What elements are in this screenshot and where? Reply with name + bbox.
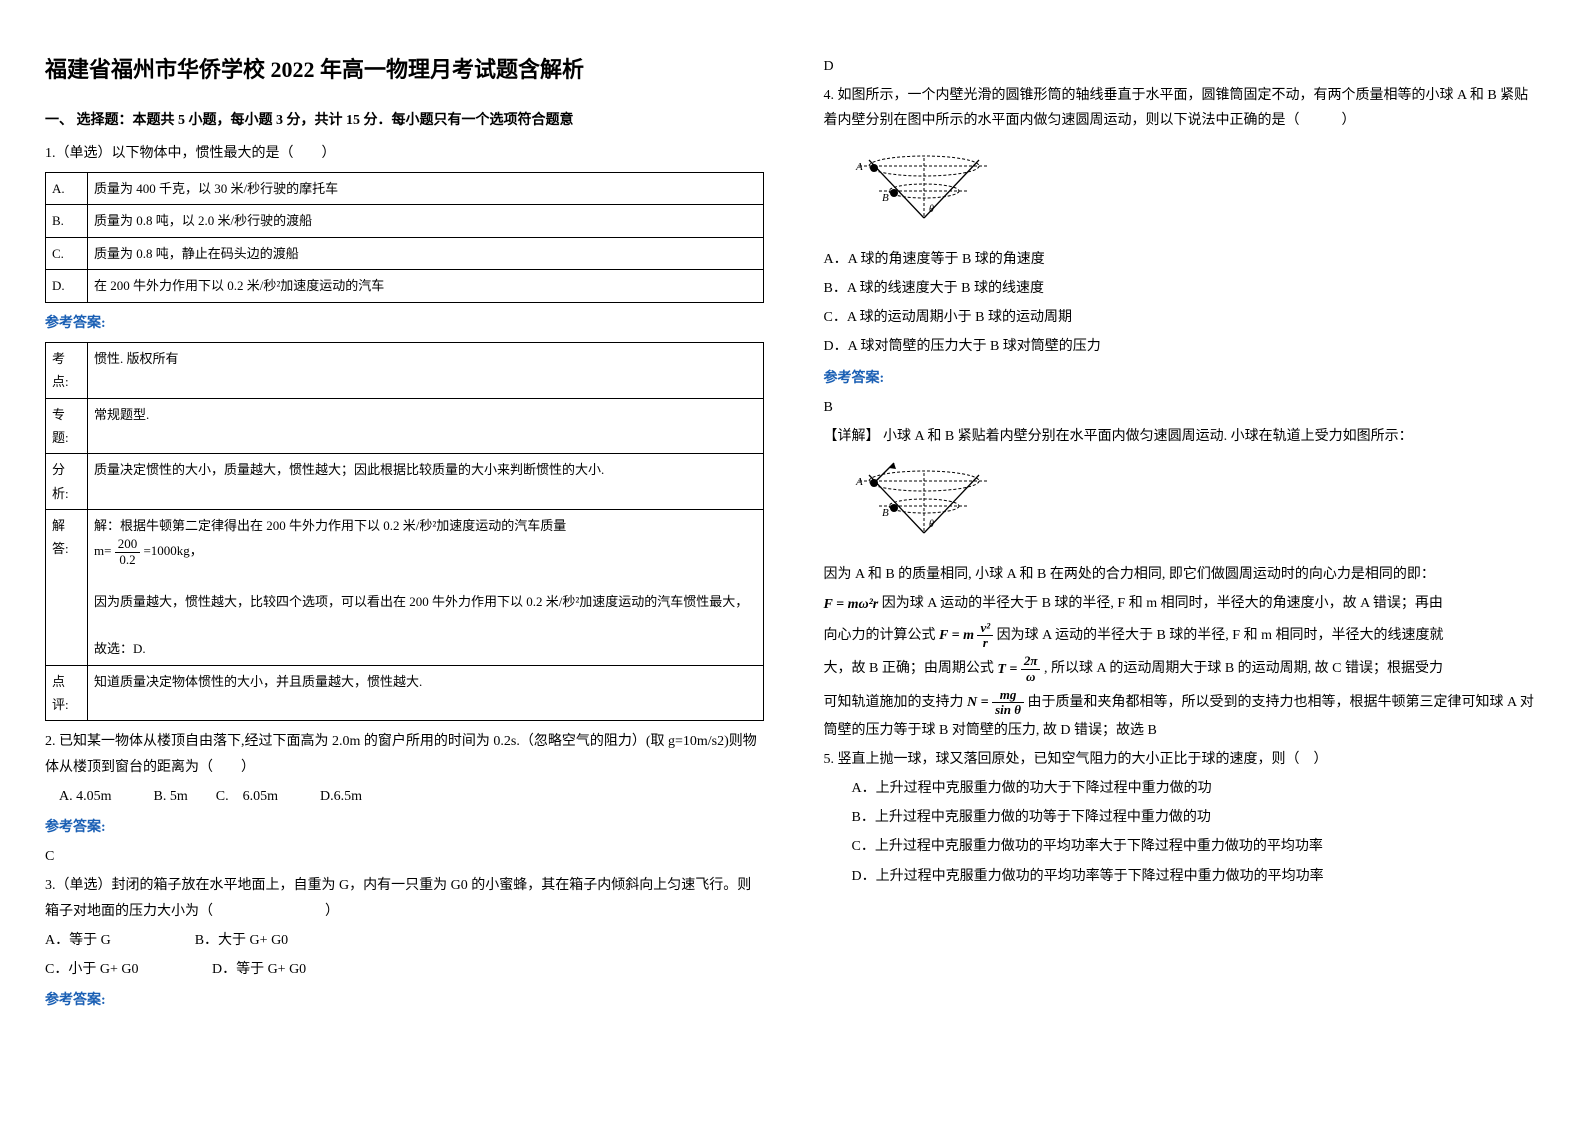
table-row: D. 在 200 牛外力作用下以 0.2 米/秒²加速度运动的汽车 — [46, 270, 764, 302]
q5-optC: C．上升过程中克服重力做功的平均功率大于下降过程中重力做功的平均功率 — [824, 834, 1543, 859]
q4-detail-l5: 大，故 B 正确；由周期公式 T = 2π ω , 所以球 A 的运动周期大于球… — [824, 654, 1543, 684]
q1-row-label: 点评: — [46, 665, 88, 721]
q1-optA-text: 质量为 400 千克，以 30 米/秒行驶的摩托车 — [88, 172, 764, 204]
theta-label: θ — [929, 204, 934, 215]
q3-optAB: A．等于 G B．大于 G+ G0 — [45, 928, 764, 953]
detail-l5-pre: 大，故 B 正确；由周期公式 — [824, 661, 998, 676]
q4-detail-l6: 可知轨道施加的支持力 N = mg sin θ 由于质量和夹角都相等，所以受到的… — [824, 688, 1543, 743]
q3-stem: 3.（单选）封闭的箱子放在水平地面上，自重为 G，内有一只重为 G0 的小蜜蜂，… — [45, 873, 764, 923]
fraction: 2π ω — [1021, 654, 1041, 684]
table-row: 考点: 惯性. 版权所有 — [46, 342, 764, 398]
q5-stem: 5. 竖直上抛一球，球又落回原处，已知空气阻力的大小正比于球的速度，则（ ） — [824, 747, 1543, 772]
q1-optD-label: D. — [46, 270, 88, 302]
frac-num: v² — [977, 621, 993, 636]
detail-l4-post: 因为球 A 运动的半径大于 B 球的半径, F 和 m 相同时，半径大的线速度就 — [997, 628, 1444, 643]
q1-row-label: 解答: — [46, 510, 88, 666]
q1-row-text: 知道质量决定物体惯性的大小，并且质量越大，惯性越大. — [88, 665, 764, 721]
q4-optB: B．A 球的线速度大于 B 球的线速度 — [824, 276, 1543, 301]
q4-optA: A．A 球的角速度等于 B 球的角速度 — [824, 247, 1543, 272]
section-1-header: 一、 选择题：本题共 5 小题，每小题 3 分，共计 15 分．每小题只有一个选… — [45, 108, 764, 133]
q1-stem: 1.（单选）以下物体中，惯性最大的是（ ） — [45, 141, 764, 166]
q1-row-text: 常规题型. — [88, 398, 764, 454]
formula-f-mw2r: F = mω²r — [824, 592, 879, 617]
table-row: 专题: 常规题型. — [46, 398, 764, 454]
left-column: 福建省福州市华侨学校 2022 年高一物理月考试题含解析 一、 选择题：本题共 … — [0, 0, 794, 1122]
A-label: A — [855, 161, 863, 173]
q3-optCD: C．小于 G+ G0 D．等于 G+ G0 — [45, 957, 764, 982]
detail-l4-pre: 向心力的计算公式 — [824, 628, 936, 643]
table-row: A. 质量为 400 千克，以 30 米/秒行驶的摩托车 — [46, 172, 764, 204]
detail-l6-pre: 可知轨道施加的支持力 — [824, 695, 968, 710]
theta-label-2: θ — [929, 519, 934, 530]
q1-solve-post: =1000kg， — [143, 543, 202, 558]
q1-row-text: 惯性. 版权所有 — [88, 342, 764, 398]
q1-row-text: 解：根据牛顿第二定律得出在 200 牛外力作用下以 0.2 米/秒²加速度运动的… — [88, 510, 764, 666]
q2-answer: C — [45, 844, 764, 869]
frac-den: sin θ — [992, 703, 1024, 717]
q1-optC-text: 质量为 0.8 吨，静止在码头边的渡船 — [88, 237, 764, 269]
fraction: v² r — [977, 621, 993, 651]
fraction: 200 0.2 — [115, 537, 141, 567]
table-row: 点评: 知道质量决定物体惯性的大小，并且质量越大，惯性越大. — [46, 665, 764, 721]
q3-answer: D — [824, 54, 1543, 79]
q4-answer-label: 参考答案: — [824, 366, 1543, 391]
q1-answer-label: 参考答案: — [45, 311, 764, 336]
q1-optA-label: A. — [46, 172, 88, 204]
q4-detail-l3: F = mω²r 因为球 A 运动的半径大于 B 球的半径, F 和 m 相同时… — [824, 591, 1543, 616]
q4-stem: 4. 如图所示，一个内壁光滑的圆锥形筒的轴线垂直于水平面，圆锥筒固定不动，有两个… — [824, 83, 1543, 133]
detail-l5-post: , 所以球 A 的运动周期大于球 B 的运动周期, 故 C 错误；根据受力 — [1044, 661, 1443, 676]
table-row: 解答: 解：根据牛顿第二定律得出在 200 牛外力作用下以 0.2 米/秒²加速… — [46, 510, 764, 666]
q1-solve-l1: 解：根据牛顿第二定律得出在 200 牛外力作用下以 0.2 米/秒²加速度运动的… — [94, 518, 566, 533]
q1-row-label: 专题: — [46, 398, 88, 454]
q1-optC-label: C. — [46, 237, 88, 269]
frac-num: 200 — [115, 537, 141, 552]
q1-options-table: A. 质量为 400 千克，以 30 米/秒行驶的摩托车 B. 质量为 0.8 … — [45, 172, 764, 303]
q2-answer-label: 参考答案: — [45, 815, 764, 840]
q1-solve-m: m= — [94, 543, 111, 558]
q4-answer: B — [824, 395, 1543, 420]
frac-den: r — [977, 636, 993, 650]
table-row: B. 质量为 0.8 吨，以 2.0 米/秒行驶的渡船 — [46, 205, 764, 237]
q4-detail: 【详解】 小球 A 和 B 紧贴着内壁分别在水平面内做匀速圆周运动. 小球在轨道… — [824, 424, 1543, 449]
q1-solve-l4: 故选：D. — [94, 641, 146, 656]
q5-optB: B．上升过程中克服重力做的功等于下降过程中重力做的功 — [824, 805, 1543, 830]
q3-answer-label: 参考答案: — [45, 988, 764, 1013]
table-row: C. 质量为 0.8 吨，静止在码头边的渡船 — [46, 237, 764, 269]
q4-detail-l2: 因为 A 和 B 的质量相同, 小球 A 和 B 在两处的合力相同, 即它们做圆… — [824, 562, 1543, 587]
fraction: mg sin θ — [992, 688, 1024, 718]
page-title: 福建省福州市华侨学校 2022 年高一物理月考试题含解析 — [45, 50, 764, 90]
q1-analysis-table: 考点: 惯性. 版权所有 专题: 常规题型. 分析: 质量决定惯性的大小，质量越… — [45, 342, 764, 722]
frac-den: ω — [1021, 670, 1041, 684]
detail-l3-text: 因为球 A 运动的半径大于 B 球的半径, F 和 m 相同时，半径大的角速度小… — [882, 596, 1443, 611]
formula4-lhs: N = — [967, 690, 989, 715]
formula2-lhs: F = m — [939, 623, 974, 648]
q4-detail-l4: 向心力的计算公式 F = m v² r 因为球 A 运动的半径大于 B 球的半径… — [824, 621, 1543, 651]
q1-optD-text: 在 200 牛外力作用下以 0.2 米/秒²加速度运动的汽车 — [88, 270, 764, 302]
detail-label: 【详解】 — [824, 429, 880, 444]
q1-optB-label: B. — [46, 205, 88, 237]
frac-num: 2π — [1021, 654, 1041, 669]
q2-options: A. 4.05m B. 5m C. 6.05m D.6.5m — [45, 784, 764, 809]
frac-den: 0.2 — [115, 553, 141, 567]
q5-optA: A．上升过程中克服重力做的功大于下降过程中重力做的功 — [824, 776, 1543, 801]
q1-solve-l3: 因为质量越大，惯性越大，比较四个选项，可以看出在 200 牛外力作用下以 0.2… — [94, 594, 748, 609]
A-label-2: A — [855, 476, 863, 488]
frac-num: mg — [992, 688, 1024, 703]
q1-row-label: 分析: — [46, 454, 88, 510]
q5-optD: D．上升过程中克服重力做功的平均功率等于下降过程中重力做功的平均功率 — [824, 864, 1543, 889]
q1-row-text: 质量决定惯性的大小，质量越大，惯性越大；因此根据比较质量的大小来判断惯性的大小. — [88, 454, 764, 510]
cone-diagram-force-icon: A B θ — [844, 461, 1004, 541]
q4-optC: C．A 球的运动周期小于 B 球的运动周期 — [824, 305, 1543, 330]
B-label: B — [882, 192, 889, 204]
table-row: 分析: 质量决定惯性的大小，质量越大，惯性越大；因此根据比较质量的大小来判断惯性… — [46, 454, 764, 510]
q4-optD: D．A 球对筒壁的压力大于 B 球对筒壁的压力 — [824, 334, 1543, 359]
q1-row-label: 考点: — [46, 342, 88, 398]
q2-stem: 2. 已知某一物体从楼顶自由落下,经过下面高为 2.0m 的窗户所用的时间为 0… — [45, 729, 764, 779]
detail-l1: 小球 A 和 B 紧贴着内壁分别在水平面内做匀速圆周运动. 小球在轨道上受力如图… — [883, 429, 1413, 444]
formula3-lhs: T = — [997, 657, 1017, 682]
right-column: D 4. 如图所示，一个内壁光滑的圆锥形筒的轴线垂直于水平面，圆锥筒固定不动，有… — [794, 0, 1587, 1122]
cone-diagram-icon: A B θ — [844, 146, 1004, 226]
B-label-2: B — [882, 507, 889, 519]
q1-optB-text: 质量为 0.8 吨，以 2.0 米/秒行驶的渡船 — [88, 205, 764, 237]
